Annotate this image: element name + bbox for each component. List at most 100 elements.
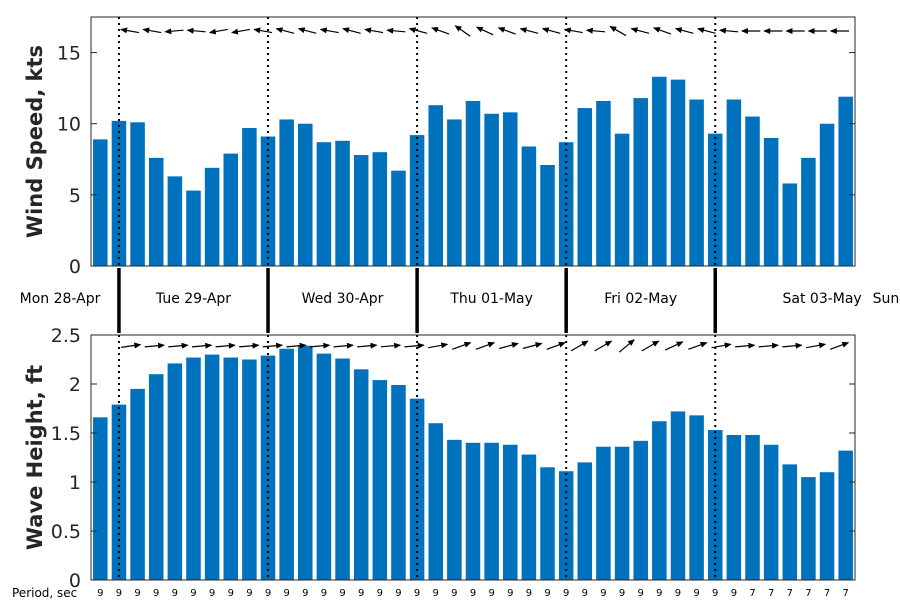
bar [652, 421, 667, 580]
bar [689, 99, 704, 266]
bar [838, 96, 853, 267]
bar [689, 415, 704, 580]
bar [707, 430, 723, 580]
bar [316, 353, 332, 580]
bar [428, 105, 443, 266]
period-value: 9 [544, 588, 550, 599]
direction-arrow [186, 27, 206, 34]
direction-arrow [168, 342, 189, 349]
direction-arrow [319, 27, 339, 34]
bar [298, 345, 313, 580]
bar [93, 139, 108, 266]
y-axis-label: Wave Height, ft [23, 365, 47, 550]
direction-arrow [452, 341, 472, 350]
period-value: 7 [768, 588, 774, 599]
direction-arrow [497, 27, 516, 35]
period-value: 9 [582, 588, 588, 599]
period-value: 9 [153, 588, 159, 599]
bar [745, 434, 760, 580]
period-value: 9 [638, 588, 644, 599]
bar [801, 157, 816, 266]
bar [503, 444, 518, 580]
bar [428, 423, 443, 580]
direction-arrow [711, 342, 732, 349]
period-value: 9 [246, 588, 252, 599]
bar [652, 76, 667, 266]
period-value: 9 [526, 588, 532, 599]
direction-arrow [805, 342, 827, 349]
direction-arrow [585, 27, 606, 34]
period-value: 9 [507, 588, 513, 599]
y-tick-label: 1.5 [51, 423, 81, 445]
bar [521, 454, 537, 580]
bar [521, 146, 537, 266]
bar [577, 462, 593, 580]
bar [447, 439, 462, 580]
bar [558, 471, 574, 580]
bar [838, 450, 853, 580]
bar [372, 152, 388, 266]
bar [111, 120, 127, 267]
period-value: 9 [377, 588, 383, 599]
bar [335, 358, 350, 580]
direction-arrow [253, 27, 273, 34]
period-value: 9 [712, 588, 718, 599]
direction-arrow [239, 342, 260, 349]
period-value: 9 [172, 588, 178, 599]
period-value: 9 [283, 588, 289, 599]
bar [577, 108, 593, 266]
direction-arrow [541, 27, 561, 34]
direction-arrow [275, 27, 295, 34]
y-tick-label: 0.5 [51, 521, 81, 543]
bar [596, 100, 611, 266]
bar [409, 135, 425, 266]
bar [503, 112, 518, 266]
axes-box [90, 16, 856, 267]
direction-arrow [142, 27, 162, 34]
bar [130, 122, 145, 266]
bar [540, 467, 555, 580]
day-label: Tue 29-Apr [155, 291, 231, 307]
bar [316, 142, 332, 266]
y-tick-label: 2 [69, 374, 81, 396]
period-value: 9 [731, 588, 737, 599]
bar [596, 446, 611, 580]
day-label: Sun [873, 291, 900, 307]
direction-arrow [454, 25, 471, 37]
period-value: 9 [97, 588, 103, 599]
bar [242, 359, 257, 580]
bar [279, 119, 294, 266]
bar [353, 155, 369, 266]
direction-arrow [144, 342, 166, 349]
direction-arrow [431, 27, 450, 35]
bar [242, 127, 257, 266]
bar [782, 183, 798, 266]
bar [93, 417, 108, 580]
bar [819, 472, 835, 580]
period-row: Period, sec 9 9 9 9 9 9 9 9 9 9 9 9 9 9 9 9 9 9 9 9 9 9 9 9 9 9 9 9… [12, 586, 849, 600]
period-value: 9 [209, 588, 215, 599]
period-value: 9 [116, 588, 122, 599]
bar [707, 133, 723, 266]
direction-arrow [208, 28, 228, 35]
direction-arrow [428, 342, 449, 349]
bar [465, 100, 481, 266]
bar [260, 136, 276, 266]
bar [540, 164, 555, 266]
period-value: 9 [600, 588, 606, 599]
direction-arrow [570, 340, 589, 352]
period-value: 9 [395, 588, 401, 599]
y-tick-label: 2.5 [51, 325, 81, 347]
direction-arrow [342, 27, 361, 34]
bar [223, 357, 239, 580]
bar [279, 348, 294, 580]
direction-arrow [231, 28, 251, 35]
bar [186, 357, 201, 580]
bar [763, 137, 779, 266]
direction-arrow [609, 25, 627, 37]
bar [633, 440, 648, 580]
bar [819, 123, 835, 267]
period-value: 7 [787, 588, 793, 599]
